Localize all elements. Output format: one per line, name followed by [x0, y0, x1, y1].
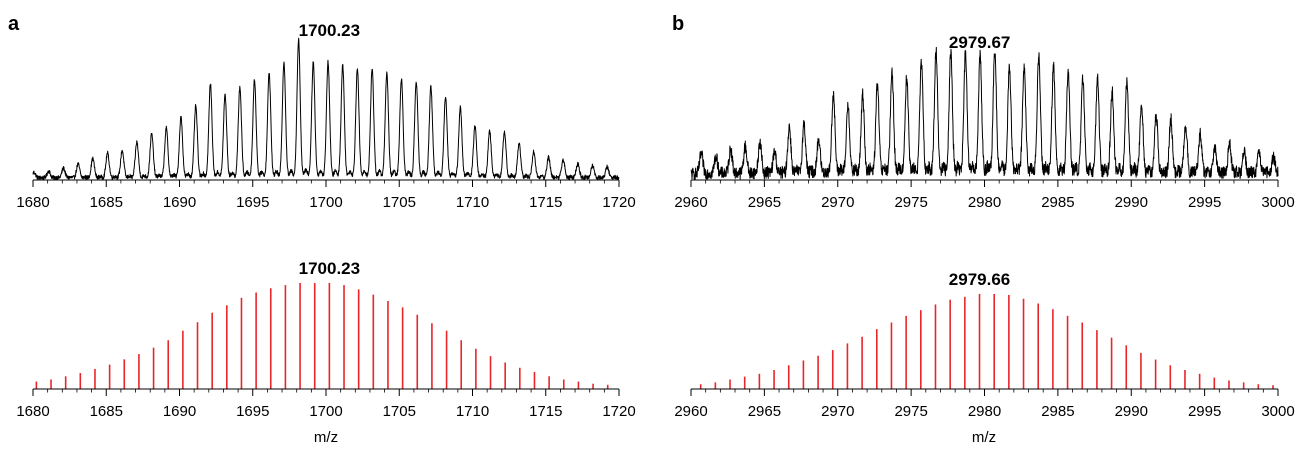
x-tick-label: 2995	[1188, 194, 1221, 211]
spectrum-trace	[690, 46, 1279, 181]
x-tick-label: 1700	[309, 403, 342, 420]
x-axis-label-a: m/z	[314, 429, 338, 446]
x-tick-label: 2965	[748, 403, 781, 420]
x-tick-label: 3000	[1261, 403, 1294, 420]
x-tick-label: 2985	[1041, 194, 1074, 211]
x-tick-label: 2975	[894, 403, 927, 420]
x-tick-label: 1700	[309, 194, 342, 211]
x-tick-label: 2995	[1188, 403, 1221, 420]
x-tick-label: 2985	[1041, 403, 1074, 420]
x-tick-label: 1720	[602, 194, 635, 211]
x-tick-label: 1680	[16, 194, 49, 211]
chart-a-experimental: 1680 1685 1690 1695 1700 1705 1710 1715 1720 1700…	[16, 21, 635, 211]
panel-letter-b: b	[672, 13, 684, 35]
x-tick-label: 2960	[674, 403, 707, 420]
peak-label: 1700.23	[299, 21, 360, 40]
x-axis-label-b: m/z	[972, 429, 996, 446]
peak-label: 2979.66	[949, 270, 1010, 289]
x-tick-label: 1690	[163, 194, 196, 211]
x-tick-label: 2980	[968, 403, 1001, 420]
x-tick-label: 1705	[383, 194, 416, 211]
peak-label: 1700.23	[299, 259, 360, 278]
spectrum-trace	[32, 37, 620, 181]
x-tick-label: 1695	[236, 403, 269, 420]
x-tick-label: 2975	[894, 194, 927, 211]
peak-label: 2979.67	[949, 33, 1010, 52]
chart-a-theoretical: 1680 1685 1690 1695 1700 1705 1710 1715 1720 1700…	[16, 259, 635, 420]
x-tick-label: 1685	[90, 403, 123, 420]
x-tick-label: 1715	[529, 403, 562, 420]
x-tick-label: 2990	[1115, 403, 1148, 420]
x-tick-label: 1685	[90, 194, 123, 211]
x-tick-label: 2980	[968, 194, 1001, 211]
panel-letter-a: a	[8, 13, 20, 35]
x-tick-label: 3000	[1261, 194, 1294, 211]
chart-b-experimental: 2960 2965 2970 2975 2980 2985 2990 2995 3000 2979…	[674, 33, 1294, 211]
x-tick-label: 1695	[236, 194, 269, 211]
x-tick-label: 1710	[456, 403, 489, 420]
x-tick-label: 2970	[821, 403, 854, 420]
x-tick-label: 2970	[821, 194, 854, 211]
x-tick-label: 2960	[674, 194, 707, 211]
x-tick-label: 2965	[748, 194, 781, 211]
x-tick-label: 1715	[529, 194, 562, 211]
x-tick-label: 2990	[1115, 194, 1148, 211]
chart-b-theoretical: 2960 2965 2970 2975 2980 2985 2990 2995 3000 2979…	[674, 270, 1294, 420]
x-tick-label: 1680	[16, 403, 49, 420]
x-tick-label: 1690	[163, 403, 196, 420]
x-tick-label: 1720	[602, 403, 635, 420]
x-tick-label: 1705	[383, 403, 416, 420]
x-tick-label: 1710	[456, 194, 489, 211]
